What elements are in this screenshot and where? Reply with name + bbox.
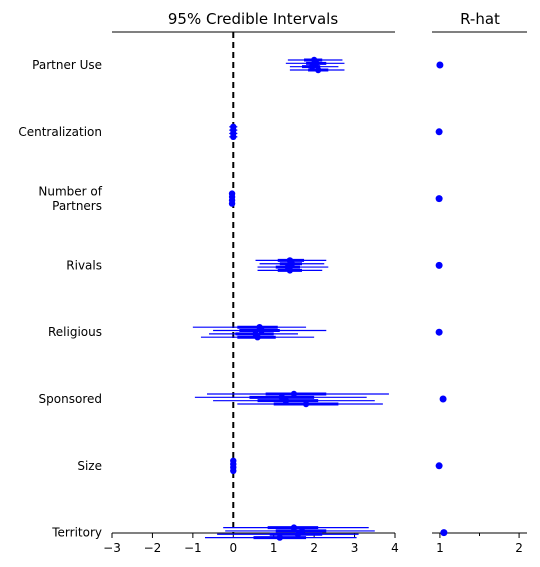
rhat-x-tick-label: 2 bbox=[515, 541, 523, 555]
variable-label: Size bbox=[77, 459, 102, 473]
interval-mean-point bbox=[230, 467, 237, 474]
interval-mean-point bbox=[290, 524, 298, 531]
x-tick-label: 3 bbox=[351, 541, 359, 555]
rhat-point bbox=[435, 128, 443, 136]
x-tick-label: −2 bbox=[144, 541, 162, 555]
interval-mean-point bbox=[308, 63, 316, 70]
variable-label: Religious bbox=[48, 325, 102, 339]
rhat-point bbox=[439, 395, 447, 403]
interval-mean-point bbox=[228, 200, 236, 207]
x-tick-label: −1 bbox=[184, 541, 202, 555]
variable-label: Territory bbox=[51, 526, 102, 540]
variable-label: Centralization bbox=[18, 125, 102, 139]
credible-intervals-panel: 95% Credible Intervals −3 −2 −1 0 1 2 3 4 Partn… bbox=[18, 10, 398, 555]
interval-mean-point bbox=[286, 267, 294, 274]
interval-mean-point bbox=[290, 390, 298, 398]
rhat-panel: R-hat 1 2 bbox=[432, 10, 527, 555]
interval-mean-point bbox=[294, 531, 302, 538]
variable-label: Number of Partners bbox=[38, 184, 102, 213]
interval-mean-point bbox=[276, 534, 283, 541]
rhat-title: R-hat bbox=[460, 10, 500, 28]
variable-label: Partner Use bbox=[32, 58, 102, 72]
rhat-point bbox=[435, 462, 443, 470]
x-tick-label: 1 bbox=[270, 541, 278, 555]
interval-mean-point bbox=[254, 334, 261, 341]
interval-mean-point bbox=[314, 66, 322, 74]
rhat-point bbox=[435, 195, 443, 203]
rhat-point bbox=[436, 61, 444, 69]
rhat-point bbox=[440, 529, 448, 537]
x-tick-label: 0 bbox=[229, 541, 237, 555]
variable-label: Sponsored bbox=[39, 392, 102, 406]
credible-intervals-title: 95% Credible Intervals bbox=[168, 10, 338, 28]
interval-mean-point bbox=[230, 133, 237, 140]
rhat-x-tick-label: 1 bbox=[436, 541, 444, 555]
interval-mean-point bbox=[302, 400, 310, 408]
x-tick-label: 2 bbox=[310, 541, 318, 555]
x-tick-label: −3 bbox=[103, 541, 121, 555]
rhat-point bbox=[435, 261, 443, 269]
variable-label: Rivals bbox=[66, 258, 102, 272]
interval-mean-point bbox=[258, 327, 265, 334]
x-tick-label: 4 bbox=[391, 541, 399, 555]
rhat-point bbox=[435, 328, 443, 336]
interval-mean-point bbox=[282, 397, 290, 404]
